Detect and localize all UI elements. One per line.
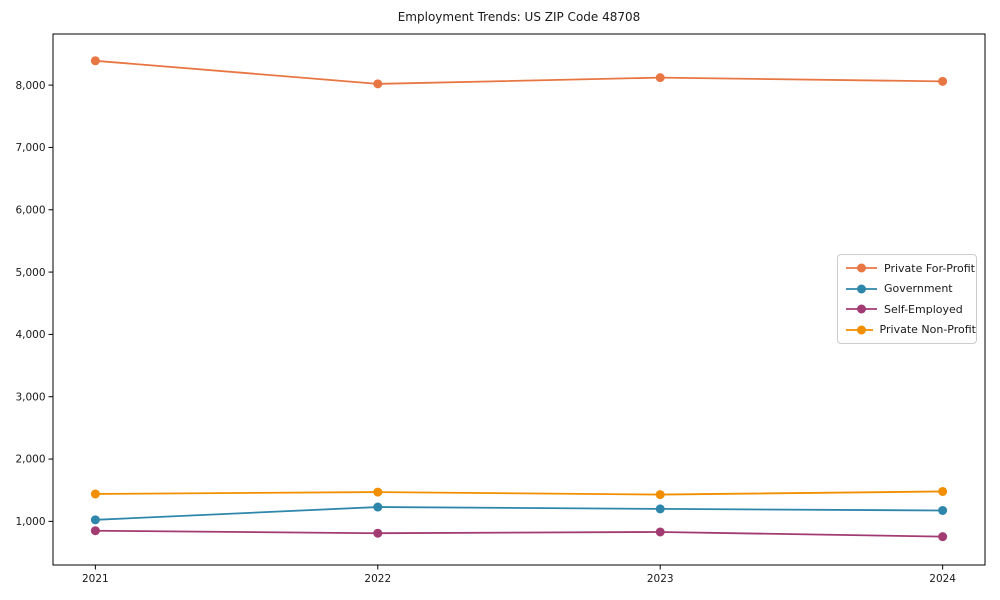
series-marker-government bbox=[655, 504, 665, 514]
legend-line-marker-swatch bbox=[846, 325, 873, 335]
legend-entry-self-employed: Self-Employed bbox=[846, 303, 976, 316]
legend-entry-private-for-profit: Private For-Profit bbox=[846, 262, 976, 275]
series-marker-private-for-profit bbox=[90, 56, 100, 66]
legend-label: Self-Employed bbox=[884, 302, 963, 316]
series-marker-government bbox=[90, 515, 100, 525]
plot-border bbox=[52, 33, 986, 566]
series-marker-private-for-profit bbox=[373, 79, 383, 89]
series-marker-private-non-profit bbox=[938, 486, 948, 496]
y-tick-label: 6,000 bbox=[15, 204, 45, 216]
series-marker-private-non-profit bbox=[90, 489, 100, 499]
series-marker-self-employed bbox=[90, 526, 100, 536]
legend-line-marker-swatch bbox=[846, 304, 877, 314]
legend-line-marker-swatch bbox=[846, 263, 877, 273]
series-marker-private-non-profit bbox=[373, 487, 383, 497]
x-tick-label: 2023 bbox=[647, 573, 674, 585]
series-line-private-non-profit bbox=[94, 490, 944, 496]
y-tick-label: 2,000 bbox=[15, 454, 45, 466]
legend-label: Private Non-Profit bbox=[879, 323, 976, 337]
x-tick-label: 2022 bbox=[364, 573, 391, 585]
series-marker-government bbox=[373, 502, 383, 512]
series-marker-self-employed bbox=[938, 532, 948, 542]
y-tick-label: 8,000 bbox=[15, 80, 45, 92]
y-tick-label: 4,000 bbox=[15, 329, 45, 341]
series-line-government bbox=[94, 506, 944, 521]
y-tick-label: 1,000 bbox=[15, 516, 45, 528]
x-tick-label: 2024 bbox=[929, 573, 956, 585]
legend: Private For-Profit Government Self-Employe… bbox=[837, 254, 977, 344]
legend-line-marker-swatch bbox=[846, 284, 877, 294]
y-tick-label: 5,000 bbox=[15, 267, 45, 279]
legend-label: Private For-Profit bbox=[884, 261, 975, 275]
series-marker-government bbox=[938, 505, 948, 515]
series-marker-self-employed bbox=[373, 528, 383, 538]
series-marker-self-employed bbox=[655, 527, 665, 537]
series-marker-private-non-profit bbox=[655, 490, 665, 500]
series-marker-private-for-profit bbox=[655, 73, 665, 83]
legend-entry-government: Government bbox=[846, 282, 976, 295]
chart-title: Employment Trends: US ZIP Code 48708 bbox=[397, 10, 641, 24]
legend-entry-private-non-profit: Private Non-Profit bbox=[846, 323, 976, 336]
y-tick-label: 7,000 bbox=[15, 142, 45, 154]
series-marker-private-for-profit bbox=[938, 76, 948, 86]
legend-label: Government bbox=[884, 282, 953, 296]
series-line-self-employed bbox=[94, 529, 944, 538]
y-tick-label: 3,000 bbox=[15, 391, 45, 403]
series-line-private-for-profit bbox=[94, 59, 944, 85]
x-tick-label: 2021 bbox=[82, 573, 109, 585]
